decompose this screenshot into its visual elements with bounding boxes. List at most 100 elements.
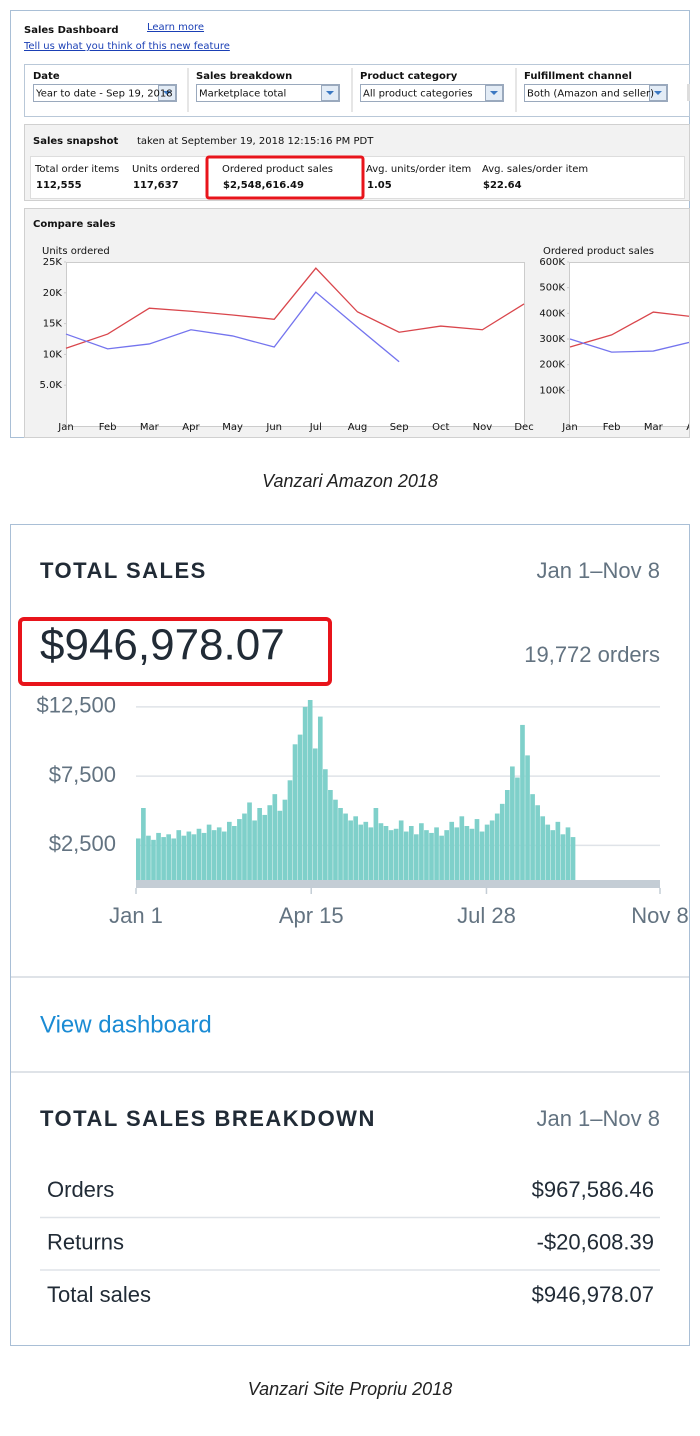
x-tick-label: Mar (644, 422, 664, 433)
metric-label: Avg. units/order item (366, 164, 471, 175)
x-tick-label: Nov 8 (631, 903, 688, 928)
x-tick-label: Aug (348, 422, 368, 433)
dropdown-arrow (654, 91, 662, 95)
line-series (569, 338, 689, 353)
bar (196, 828, 202, 880)
x-tick-label: Jul (309, 422, 322, 433)
bar (206, 824, 212, 880)
bar (419, 823, 424, 880)
metric-label: Ordered product sales (222, 164, 333, 175)
bar (348, 820, 353, 880)
y-tick-label: 300K (539, 334, 565, 345)
bar (297, 734, 303, 880)
x-tick-label: Jul 28 (457, 903, 516, 928)
bar (368, 827, 374, 880)
view-dashboard-link[interactable]: View dashboard (40, 1011, 212, 1038)
filter-value: Marketplace total (199, 89, 286, 100)
x-tick-label: Oct (432, 422, 449, 433)
bar (247, 802, 252, 880)
caption: Vanzari Amazon 2018 (262, 471, 438, 491)
line-series (569, 311, 689, 348)
y-tick-label: 200K (539, 360, 565, 371)
x-tick-label: Nov (473, 422, 493, 433)
bar (166, 834, 171, 880)
bar (560, 834, 566, 880)
dropdown-arrow (490, 91, 498, 95)
bar (257, 808, 262, 880)
snapshot-time: taken at September 19, 2018 12:15:16 PM … (137, 136, 374, 147)
bar (156, 832, 161, 880)
bar (550, 830, 556, 880)
bar (434, 827, 439, 880)
dropdown[interactable] (360, 84, 504, 102)
y-tick-label: 10K (43, 349, 63, 360)
orders-count: 19,772 orders (524, 642, 660, 667)
bar (226, 821, 232, 880)
feedback-link[interactable]: Tell us what you think of this new featu… (23, 41, 230, 52)
bar (545, 824, 551, 880)
metric-value: 117,637 (133, 180, 179, 191)
bar (489, 820, 495, 880)
filter-value: Year to date - Sep 19, 2018 (35, 89, 173, 100)
y-tick-label: 500K (539, 283, 565, 294)
bar (277, 810, 283, 880)
bar (530, 794, 535, 880)
bar (307, 700, 313, 880)
bar (439, 835, 444, 880)
metric-value: $2,548,616.49 (223, 180, 304, 191)
bar (398, 820, 404, 880)
dashboard-title: Sales Dashboard (24, 25, 119, 36)
total-sales-value: $946,978.07 (40, 621, 285, 670)
x-tick-label: Feb (99, 422, 117, 433)
bar (161, 837, 166, 880)
filter-label: Date (33, 71, 60, 82)
bar (312, 748, 318, 880)
bar (565, 827, 571, 880)
bar (403, 831, 409, 880)
bar (373, 808, 379, 880)
bar (232, 826, 237, 880)
row-label: Orders (47, 1177, 114, 1202)
learn-more-link[interactable]: Learn more (147, 22, 204, 33)
metric-value: 1.05 (367, 180, 392, 191)
y-tick-label: 20K (43, 288, 63, 299)
metric-value: 112,555 (36, 180, 82, 191)
snapshot-metrics (30, 156, 685, 199)
bar (317, 716, 323, 880)
bar (181, 835, 187, 880)
bar (171, 838, 177, 880)
bar (252, 820, 257, 880)
bar (242, 813, 247, 880)
period: Jan 1–Nov 8 (536, 1106, 660, 1131)
dropdown[interactable] (33, 84, 177, 102)
bar (459, 816, 465, 880)
line-series (65, 267, 525, 349)
bar (414, 834, 419, 880)
dropdown[interactable] (196, 84, 340, 102)
axis-band (136, 880, 660, 888)
bar (353, 816, 359, 880)
bar (338, 808, 343, 880)
dropdown (687, 84, 690, 101)
filter-value: Both (Amazon and seller) (527, 89, 654, 100)
bar (141, 808, 146, 880)
dropdown-arrow (163, 91, 171, 95)
bar (515, 777, 520, 880)
bar (474, 819, 480, 880)
filter-label: Fulfillment channel (524, 71, 632, 82)
line-chart: Ordered product sales 100K 200K 300K 400K 500… (539, 246, 700, 433)
bar (378, 823, 384, 880)
bar (343, 813, 348, 880)
bar (292, 744, 298, 880)
caption: Vanzari Site Propriu 2018 (248, 1379, 452, 1399)
bar (237, 819, 242, 880)
bar (454, 827, 460, 880)
x-tick-label: Apr (686, 422, 700, 433)
filter-label: Sales breakdown (196, 71, 292, 82)
dropdown[interactable] (524, 84, 668, 102)
x-tick-label: Mar (140, 422, 160, 433)
bar (494, 813, 500, 880)
metric-label: Units ordered (132, 164, 200, 175)
bar (388, 830, 394, 880)
